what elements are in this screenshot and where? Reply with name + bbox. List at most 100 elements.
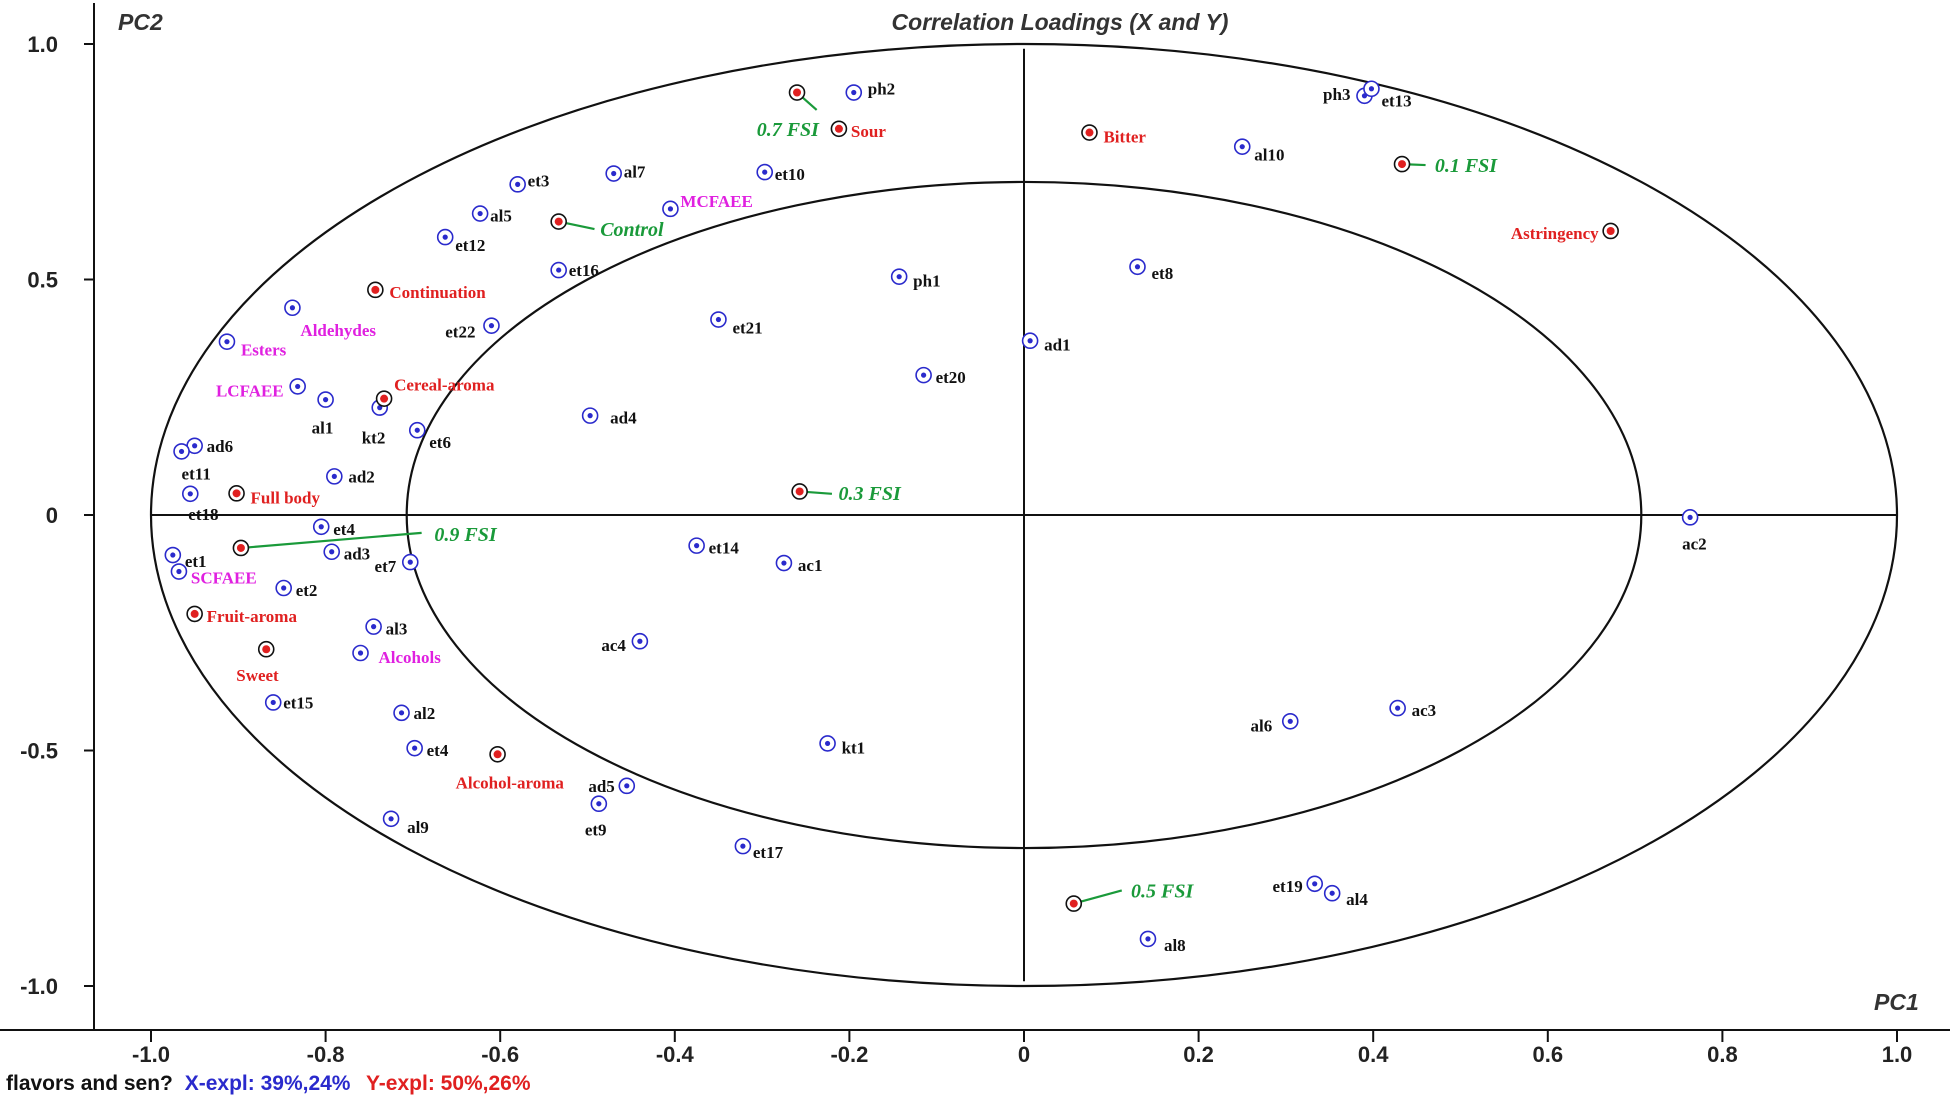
x-tick-label: 0.2 xyxy=(1183,1042,1214,1067)
group-marker-dot-alcohols xyxy=(357,650,364,656)
x-variable-marker-dot-et16 xyxy=(556,267,562,273)
footer-y-expl: Y-expl: 50%,26% xyxy=(366,1072,531,1095)
x-variable-label-al2: al2 xyxy=(414,704,436,723)
y-variable-marker-dot-astringency xyxy=(1606,226,1615,235)
data-points xyxy=(164,80,1699,948)
x-variable-marker-dot-et18 xyxy=(187,491,193,497)
group-marker-dot-esters xyxy=(224,339,230,345)
sample-label-0-1-fsi: 0.1 FSI xyxy=(1435,155,1498,177)
sample-marker-dot-0-7-fsi xyxy=(793,88,802,97)
x-tick-label: -0.2 xyxy=(830,1042,868,1067)
x-variable-marker-dot-et6 xyxy=(414,427,420,433)
x-variable-marker-dot-et4 xyxy=(318,524,324,530)
x-variable-label-et22: et22 xyxy=(445,323,475,342)
y-variable-label-full-body: Full body xyxy=(251,488,321,507)
group-label-lcfaee: LCFAEE xyxy=(216,381,284,400)
x-variable-label-et1: et1 xyxy=(185,552,207,571)
x-variable-marker-dot-al8 xyxy=(1145,936,1151,942)
x-variable-label-ad4: ad4 xyxy=(610,409,637,428)
x-variable-label-et18: et18 xyxy=(188,505,218,524)
x-variable-marker-dot-ad6 xyxy=(192,443,198,449)
x-variable-marker-dot-ph2 xyxy=(851,89,857,96)
x-variable-marker-dot-al1 xyxy=(323,397,329,403)
x-variable-marker-dot-ad2 xyxy=(331,473,337,479)
x-variable-label-ad6: ad6 xyxy=(207,437,233,456)
x-tick-label: -0.8 xyxy=(307,1042,345,1067)
y-variable-marker-dot-continuation xyxy=(371,285,380,294)
y-variable-marker-dot-alcohol-aroma xyxy=(493,750,502,759)
x-variable-marker-dot-kt1 xyxy=(824,740,831,747)
x-variable-label-et10: et10 xyxy=(775,165,805,184)
x-variable-marker-dot-et22 xyxy=(488,323,495,329)
x-variable-label-et2: et2 xyxy=(296,581,318,600)
plot-frame xyxy=(0,3,1950,1031)
x-variable-label-et6: et6 xyxy=(429,433,451,452)
x-variable-marker-dot-et21 xyxy=(715,316,722,323)
x-variable-marker-dot-al4 xyxy=(1329,890,1335,896)
x-variable-marker-dot-al3 xyxy=(371,624,377,630)
x-variable-marker-dot-ad4 xyxy=(587,413,593,419)
y-variable-label-fruit-aroma: Fruit-aroma xyxy=(207,607,298,626)
x-variable-marker-dot-et20 xyxy=(921,372,927,378)
svg-text:flavors and sen? X-expl:: flavors and sen? X-expl: 39%,24% Y-expl:… xyxy=(6,1072,531,1095)
x-variable-marker-dot-ac4 xyxy=(637,638,643,644)
x-variable-marker-dot-et3 xyxy=(515,181,521,187)
y-variable-label-cereal-aroma: Cereal-aroma xyxy=(394,376,495,395)
sample-marker-dot-0-1-fsi xyxy=(1398,160,1407,169)
sample-marker-dot-control xyxy=(554,217,563,226)
y-variable-marker-dot-sour xyxy=(834,124,843,133)
x-variable-label-al4: al4 xyxy=(1346,890,1368,909)
x-variable-label-ac2: ac2 xyxy=(1682,534,1707,553)
x-variable-marker-dot-ad5 xyxy=(624,783,630,789)
footer-prefix: flavors and sen? xyxy=(6,1072,173,1095)
x-tick-label: 0.8 xyxy=(1707,1042,1738,1067)
y-tick-label: 0 xyxy=(46,503,58,528)
x-variable-label-kt1: kt1 xyxy=(842,738,866,757)
x-variable-marker-dot-et4 xyxy=(412,745,418,751)
x-variable-label-kt2: kt2 xyxy=(362,429,386,448)
footer-x-expl: X-expl: 39%,24% xyxy=(185,1072,351,1095)
x-variable-label-ph1: ph1 xyxy=(913,272,940,291)
x-variable-marker-dot-et13 xyxy=(1368,86,1375,92)
x-variable-marker-dot-et10 xyxy=(762,169,768,175)
x-variable-label-et4: et4 xyxy=(333,520,355,539)
y-tick-label: 0.5 xyxy=(27,268,58,293)
group-label-alcohols: Alcohols xyxy=(379,648,442,667)
x-variable-marker-dot-ph1 xyxy=(896,274,902,280)
y-tick-label: 1.0 xyxy=(27,32,58,57)
x-variable-marker-dot-et15 xyxy=(270,699,276,706)
sample-label-0-5-fsi: 0.5 FSI xyxy=(1131,880,1194,902)
y-variable-label-sour: Sour xyxy=(851,122,886,141)
x-variable-label-al3: al3 xyxy=(386,620,408,639)
group-marker-dot-aldehydes xyxy=(289,305,296,311)
x-variable-marker-dot-et9 xyxy=(596,801,602,807)
x-variable-marker-dot-et11 xyxy=(178,448,185,455)
x-variable-label-al7: al7 xyxy=(624,163,646,182)
x-variable-label-ad5: ad5 xyxy=(588,777,614,796)
group-label-scfaee: SCFAEE xyxy=(191,569,257,588)
group-marker-dot-lcfaee xyxy=(295,383,301,390)
x-variable-label-al1: al1 xyxy=(312,419,334,438)
x-variable-marker-dot-et14 xyxy=(694,543,700,549)
x-variable-label-et7: et7 xyxy=(375,557,397,576)
x-variable-label-ad2: ad2 xyxy=(348,467,374,486)
x-variable-label-al9: al9 xyxy=(407,818,429,837)
x-variable-label-et14: et14 xyxy=(709,539,740,558)
x-variable-label-et19: et19 xyxy=(1272,877,1302,896)
x-variable-marker-dot-et8 xyxy=(1134,264,1141,270)
x-variable-label-al5: al5 xyxy=(490,207,512,226)
y-variable-marker-dot-sweet xyxy=(262,645,271,654)
y-variable-marker-dot-bitter xyxy=(1085,128,1094,137)
x-variable-label-et16: et16 xyxy=(569,261,599,280)
footer: flavors and sen? X-expl: 39%,24% Y-expl:… xyxy=(6,1072,531,1095)
point-labels: ph2 ph3 et13 al10 et3 al7 et10 al5 et12 et16 et8 ph… xyxy=(182,80,1707,955)
sample-label-0-3-fsi: 0.3 FSI xyxy=(839,483,902,505)
sample-label-0-9-fsi: 0.9 FSI xyxy=(434,524,497,546)
x-variable-label-ac3: ac3 xyxy=(1412,701,1437,720)
sample-leader-0-9-fsi xyxy=(240,531,422,550)
group-marker-dot-mcfaee xyxy=(667,206,674,212)
y-variable-marker-dot-cereal-aroma xyxy=(380,394,389,403)
x-variable-marker-dot-et1 xyxy=(170,552,176,558)
x-variable-marker-dot-et19 xyxy=(1312,881,1318,887)
x-variable-marker-dot-ac1 xyxy=(781,560,787,566)
